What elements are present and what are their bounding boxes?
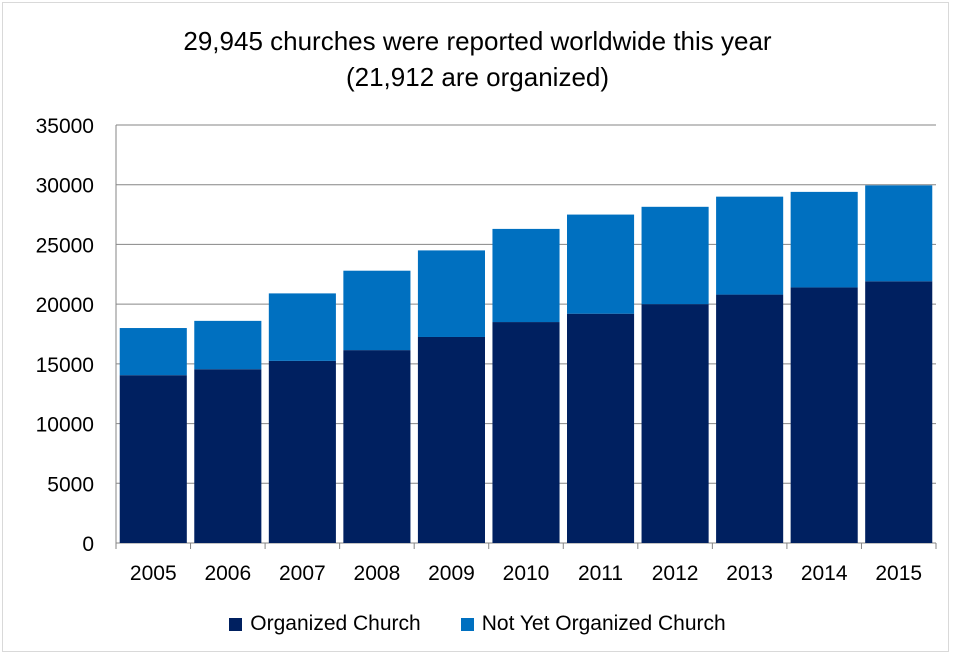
x-tick-label: 2007 xyxy=(279,562,326,585)
bar-not-yet-organized xyxy=(790,191,858,288)
x-tick-label: 2011 xyxy=(578,562,623,585)
legend-swatch-not-yet-organized xyxy=(460,617,474,631)
y-tick-label: 30000 xyxy=(36,175,94,198)
bar-not-yet-organized xyxy=(343,270,411,351)
bar-not-yet-organized xyxy=(865,185,933,282)
bar-not-yet-organized xyxy=(119,328,187,376)
bar-not-yet-organized xyxy=(194,320,262,370)
y-tick-label: 10000 xyxy=(36,414,94,437)
bar-organized xyxy=(119,375,187,543)
chart-title-line-1: 29,945 churches were reported worldwide … xyxy=(183,26,772,56)
bar-not-yet-organized xyxy=(716,196,784,295)
y-tick-label: 0 xyxy=(82,533,94,556)
x-tick-label: 2006 xyxy=(204,562,251,585)
bar-organized xyxy=(492,322,560,543)
bar-organized xyxy=(343,350,411,543)
x-tick-label: 2010 xyxy=(503,562,550,585)
legend-item-organized: Organized Church xyxy=(229,612,421,636)
x-tick-label: 2005 xyxy=(130,562,177,585)
bar-not-yet-organized xyxy=(567,214,635,314)
bar-organized xyxy=(417,336,485,543)
legend-label-not-yet-organized: Not Yet Organized Church xyxy=(481,612,726,635)
y-tick-label: 15000 xyxy=(36,354,94,377)
bar-organized xyxy=(641,304,709,543)
bar-not-yet-organized xyxy=(268,293,336,361)
bar-organized xyxy=(194,369,262,543)
x-tick-label: 2009 xyxy=(428,562,475,585)
legend-swatch-organized xyxy=(229,617,243,631)
bar-organized xyxy=(716,294,784,543)
x-tick-label: 2013 xyxy=(726,562,773,585)
chart-legend: Organized Church Not Yet Organized Churc… xyxy=(0,612,955,636)
bar-organized xyxy=(865,281,933,543)
y-tick-label: 35000 xyxy=(36,115,94,138)
legend-item-not-yet-organized: Not Yet Organized Church xyxy=(460,612,726,636)
y-tick-label: 5000 xyxy=(47,473,94,496)
x-tick-label: 2014 xyxy=(801,562,848,585)
bar-organized xyxy=(268,360,336,543)
bar-organized xyxy=(567,313,635,543)
y-tick-label: 25000 xyxy=(36,234,94,257)
bar-not-yet-organized xyxy=(641,206,709,305)
x-tick-label: 2008 xyxy=(354,562,401,585)
bar-not-yet-organized xyxy=(417,250,485,337)
legend-label-organized: Organized Church xyxy=(250,612,421,635)
x-tick-label: 2015 xyxy=(875,562,922,585)
x-tick-label: 2012 xyxy=(652,562,699,585)
chart-title-line-2: (21,912 are organized) xyxy=(345,62,610,92)
bar-not-yet-organized xyxy=(492,228,560,323)
bar-organized xyxy=(790,287,858,543)
y-tick-label: 20000 xyxy=(36,294,94,317)
